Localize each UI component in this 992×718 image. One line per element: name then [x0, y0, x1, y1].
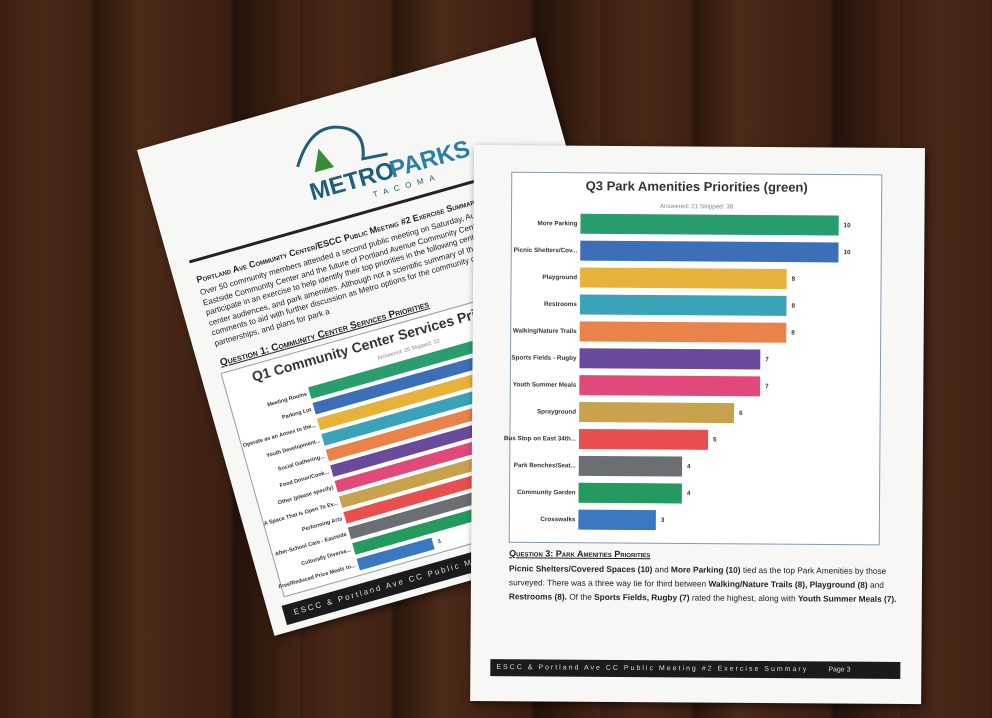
category-label: Community Garden — [517, 489, 576, 496]
page-number: Page 3 — [828, 666, 850, 673]
value-label: 4 — [687, 490, 691, 497]
bar — [579, 348, 760, 369]
text-run: Restrooms (8). — [509, 591, 567, 601]
value-label: 10 — [843, 249, 851, 256]
value-label: 8 — [791, 329, 795, 336]
right-handout-graphics: ESCC & Portland Ave CC Public Meeting #2… — [470, 145, 925, 704]
value-label: 6 — [739, 410, 743, 417]
logo-tree — [309, 146, 334, 173]
text-run: and — [652, 564, 671, 574]
paragraph: Picnic Shelters/Covered Spaces (10) and … — [509, 561, 901, 606]
text-run: Of the — [567, 592, 594, 602]
photo: METRO PARKS TACOMA Portland Ave Communit… — [0, 0, 992, 718]
category-label: Bus Stop on East 34th... — [504, 435, 576, 443]
text-run: Youth Summer Meals (7). — [798, 593, 897, 604]
text-run: More Parking (10) — [671, 564, 741, 574]
category-label: Park Benches/Seat... — [514, 462, 576, 469]
category-label: Restrooms — [544, 301, 577, 308]
bar — [578, 510, 656, 531]
text-run: rated the highest, along with — [690, 593, 798, 604]
value-label: 8 — [792, 276, 796, 283]
value-label: 8 — [791, 303, 795, 310]
bar — [580, 268, 787, 289]
section-heading: Question 3: Park Amenities Priorities — [509, 548, 650, 559]
value-label: 10 — [844, 222, 852, 229]
value-label: 5 — [713, 437, 717, 444]
category-label: Picnic Shelters/Cov... — [514, 247, 578, 254]
chart-title: Q3 Park Amenities Priorities (green) — [586, 178, 808, 195]
category-label: Walking/Nature Trails — [513, 328, 577, 335]
bar — [580, 241, 838, 263]
text-run: Sports Fields, Rugby (7) — [594, 592, 690, 603]
text-run: Walking/Nature Trails (8), Playground (8… — [708, 579, 867, 590]
right-handout: ESCC & Portland Ave CC Public Meeting #2… — [470, 145, 925, 704]
value-label: 4 — [687, 463, 691, 470]
bar — [580, 214, 838, 236]
category-label: Youth Summer Meals — [513, 381, 577, 388]
bar — [579, 375, 760, 396]
text-run: and — [868, 580, 884, 590]
bar — [579, 429, 708, 450]
bar — [579, 456, 682, 477]
category-label: Playground — [542, 274, 577, 281]
value-label: 3 — [661, 517, 665, 524]
category-label: Crosswalks — [540, 516, 576, 523]
category-label: Sports Fields - Rugby — [511, 354, 577, 361]
text-run: Picnic Shelters/Covered Spaces (10) — [509, 563, 652, 574]
category-label: More Parking — [538, 220, 578, 227]
bar — [579, 402, 734, 423]
category-label: Sprayground — [537, 408, 576, 415]
chart-subtitle: Answered: 21 Skipped: 38 — [660, 203, 734, 211]
value-label: 7 — [765, 383, 769, 390]
bar — [580, 294, 787, 315]
bar — [580, 321, 787, 342]
value-label: 7 — [765, 356, 769, 363]
bar — [579, 483, 682, 504]
